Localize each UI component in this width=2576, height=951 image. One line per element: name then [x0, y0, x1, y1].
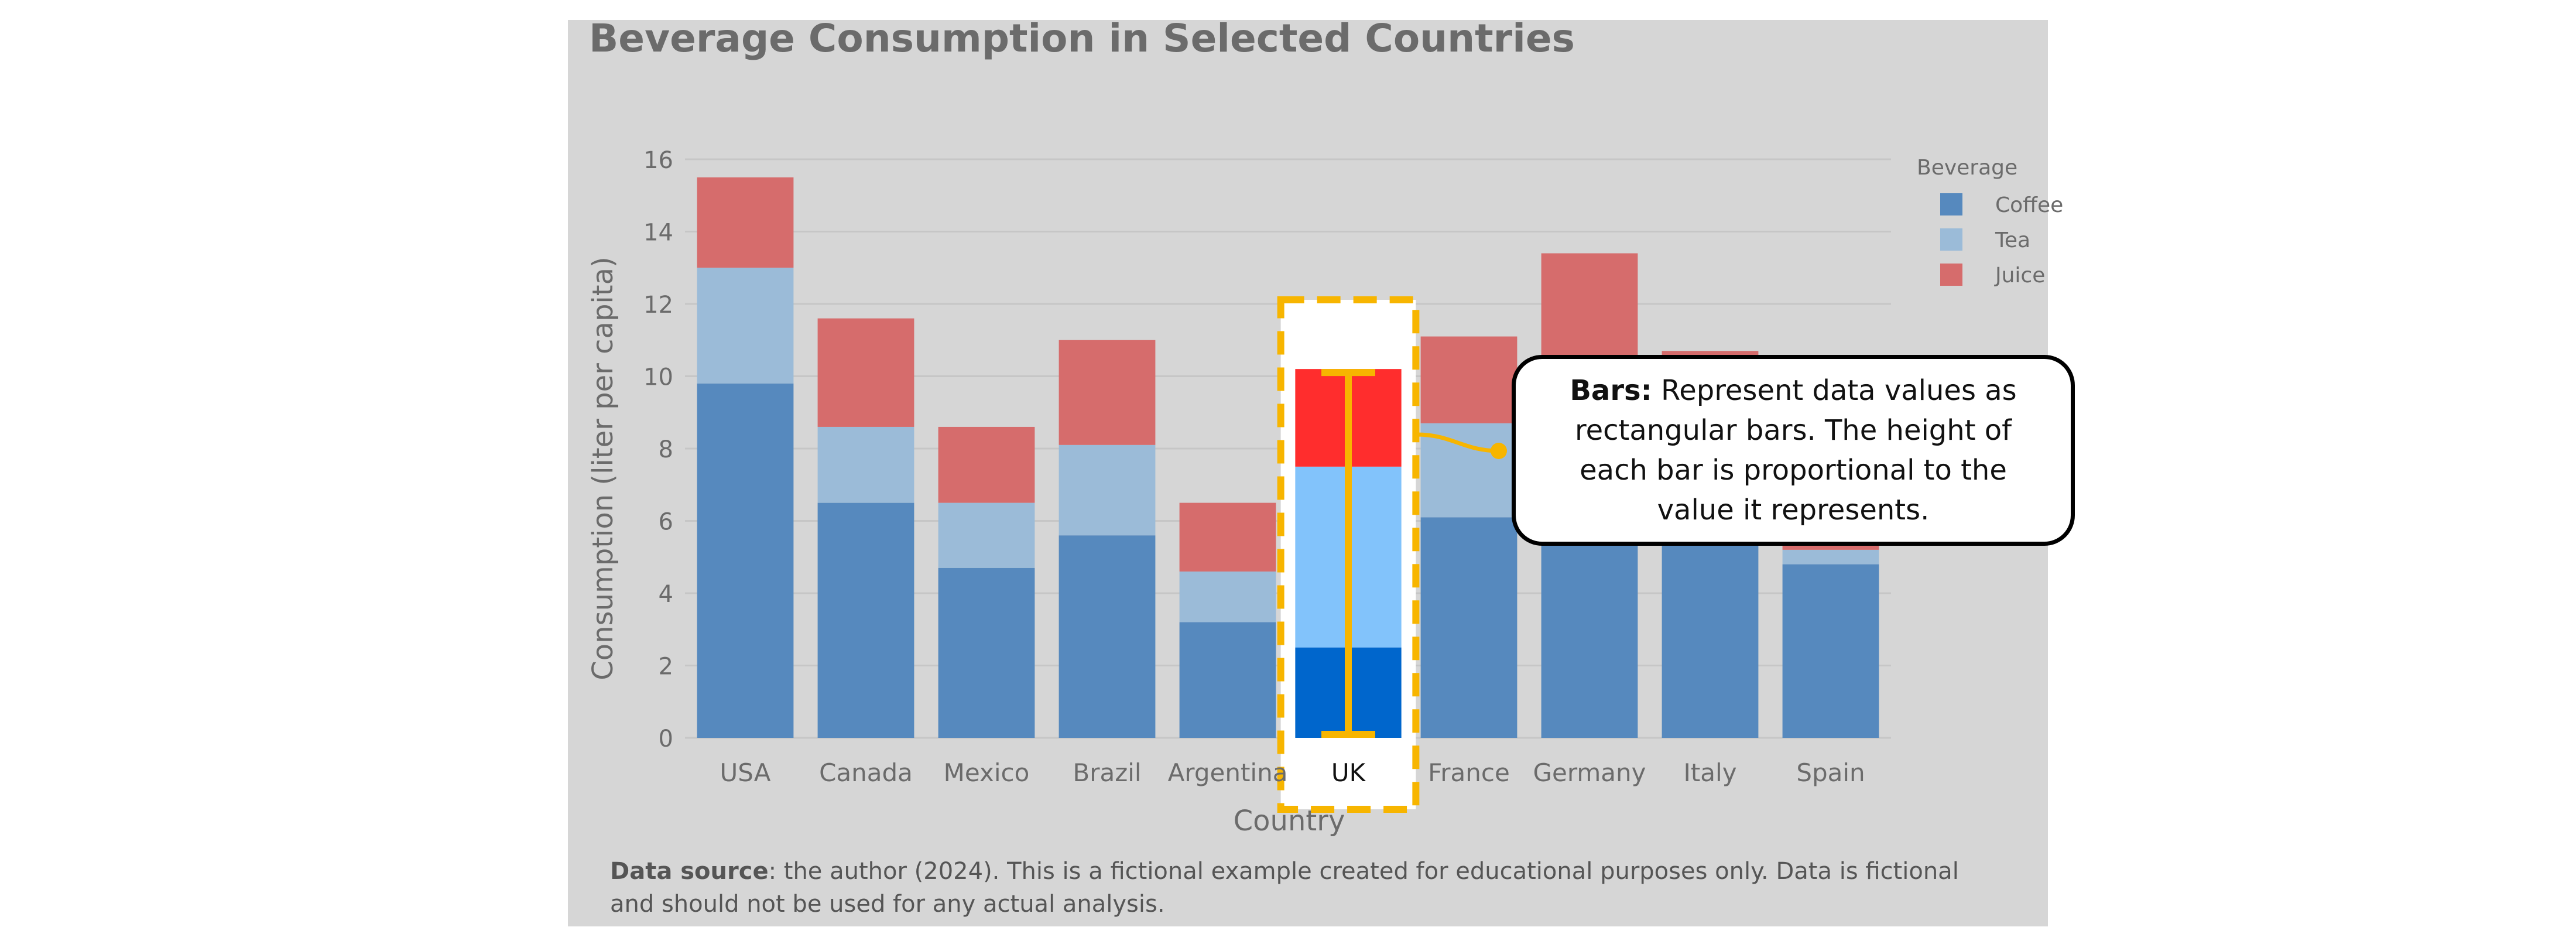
bar-coffee-argentina — [1179, 622, 1276, 738]
bar-juice-usa — [697, 177, 794, 268]
bar-coffee-usa — [697, 383, 794, 738]
bar-tea-mexico — [938, 502, 1035, 568]
source-body: : the author (2024). This is a fictional… — [610, 858, 1959, 918]
x-tick-label: Mexico — [944, 758, 1030, 787]
highlight-dashed-border — [1277, 296, 1420, 813]
data-source-note: Data source: the author (2024). This is … — [610, 855, 1974, 921]
annotation-bold: Bars: — [1570, 374, 1652, 407]
x-tick-label: Canada — [819, 758, 913, 787]
annotation-body: Represent data values as rectangular bar… — [1574, 374, 2017, 526]
bar-tea-usa — [697, 268, 794, 384]
legend-swatch-tea — [1940, 228, 1962, 251]
bar-coffee-mexico — [938, 567, 1035, 738]
annotation-callout: Bars: Represent data values as rectangul… — [1512, 355, 2075, 546]
bar-coffee-canada — [817, 502, 914, 738]
legend: Beverage Coffee Tea Juice — [1917, 156, 2063, 288]
bar-coffee-brazil — [1059, 535, 1156, 738]
y-tick-label: 4 — [659, 581, 673, 608]
annotation-text: Bars: Represent data values as rectangul… — [1539, 371, 2047, 530]
y-tick-label: 6 — [659, 509, 673, 536]
x-tick-label: Germany — [1533, 758, 1646, 787]
legend-label-tea: Tea — [1995, 228, 2030, 252]
bar-tea-spain — [1782, 549, 1879, 565]
bar-juice-argentina — [1179, 502, 1276, 572]
y-tick-label: 12 — [643, 292, 673, 319]
callout-connector — [1416, 432, 1499, 453]
x-axis-label: Country — [1234, 805, 1345, 837]
x-tick-label: France — [1428, 758, 1510, 787]
legend-title: Beverage — [1917, 156, 2017, 180]
bar-juice-brazil — [1059, 340, 1156, 445]
legend-swatch-coffee — [1940, 193, 1962, 215]
x-tick-label: Brazil — [1073, 758, 1141, 787]
bar-juice-canada — [817, 318, 914, 427]
x-tick-label: Spain — [1796, 758, 1865, 787]
bar-juice-mexico — [938, 426, 1035, 503]
bar-tea-france — [1420, 423, 1517, 518]
source-bold: Data source — [610, 858, 769, 885]
y-tick-label: 2 — [659, 654, 673, 680]
y-tick-label: 14 — [643, 220, 673, 247]
bar-coffee-france — [1420, 517, 1517, 738]
y-tick-label: 16 — [643, 147, 673, 174]
legend-label-juice: Juice — [1994, 264, 2045, 288]
x-tick-label: USA — [720, 758, 771, 787]
highlight-frame — [1277, 296, 1420, 813]
bar-coffee-spain — [1782, 564, 1879, 738]
legend-label-coffee: Coffee — [1995, 193, 2063, 217]
x-tick-label: Argentina — [1168, 758, 1288, 787]
height-marker — [1321, 369, 1507, 738]
y-tick-label: 10 — [643, 364, 673, 391]
bar-juice-france — [1420, 336, 1517, 423]
y-tick-label: 8 — [659, 436, 673, 463]
connector-dot — [1491, 443, 1507, 459]
legend-swatch-juice — [1940, 264, 1962, 286]
bar-tea-argentina — [1179, 571, 1276, 622]
y-tick-label: 0 — [659, 726, 673, 752]
bar-tea-canada — [817, 426, 914, 503]
bar-coffee-italy — [1662, 539, 1759, 738]
x-axis-ticks: USA Canada Mexico Brazil Argentina UK France Ge… — [720, 758, 1865, 787]
bar-tea-brazil — [1059, 444, 1156, 536]
y-axis-ticks: 0 2 4 6 8 10 12 14 16 — [643, 147, 673, 752]
y-axis-label: Consumption (liter per capita) — [587, 256, 619, 680]
x-tick-label: Italy — [1683, 758, 1736, 787]
x-tick-label: UK — [1331, 758, 1366, 787]
chart-title: Beverage Consumption in Selected Countri… — [589, 16, 1575, 61]
